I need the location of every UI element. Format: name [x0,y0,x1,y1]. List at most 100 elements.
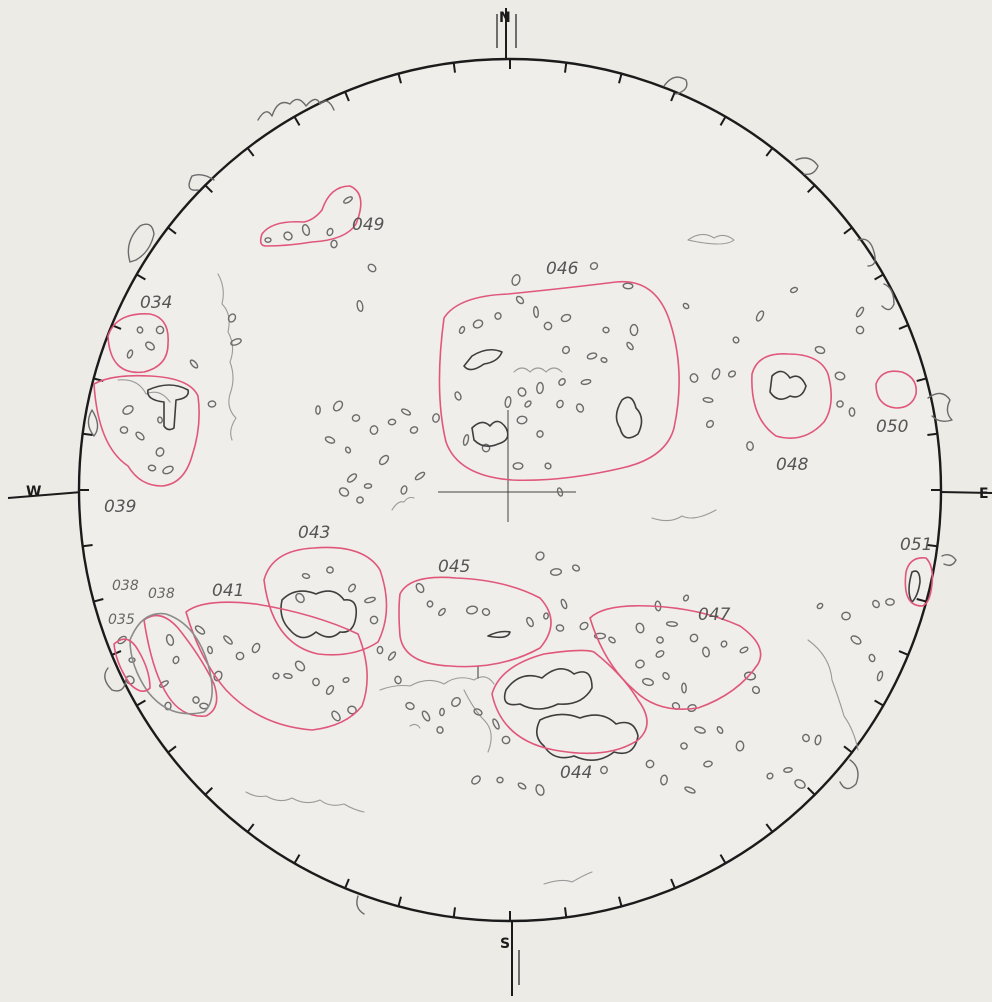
spot-speck [556,487,564,497]
spot-speck [689,633,699,643]
limb-tick [564,907,568,919]
limb-tick [203,786,214,797]
limb-tick [293,115,301,126]
spot-speck [834,371,846,381]
spot-speck [436,726,444,734]
limb-tick [110,323,122,330]
region-label: 050 [876,417,908,437]
region-outline [904,556,934,607]
spot-specks [117,196,895,796]
spot-speck [524,400,532,408]
spot-speck [694,726,706,734]
spot-speck [415,582,425,594]
limb-tick [166,226,177,235]
spot-speck [660,774,668,786]
spot-speck [496,776,504,784]
spot-speck [544,462,552,470]
limb-tick [81,544,93,548]
spot-speck [481,608,491,616]
spot-speck [251,642,261,654]
spot-speck [230,338,242,346]
region-label: 038 [148,586,175,602]
spot-speck [535,551,545,561]
compass-north-label: N [499,10,511,26]
limb-tick [452,61,456,73]
spot-speck [492,718,500,730]
spot-speck [876,670,884,682]
limb-tick [246,823,255,834]
spot-speck [656,636,664,644]
spot-speck [331,710,341,722]
spot-speck [543,321,553,331]
spot-speck [164,701,172,711]
spot-speck [206,645,214,655]
limb-tick [927,544,939,548]
spot-speck [332,400,344,412]
region-outline [185,601,368,731]
spot-speck [665,621,679,627]
spot-speck [872,599,880,609]
limb-tick [166,745,177,754]
region-outline [875,370,918,409]
region-outline [107,313,169,374]
spot-speck [465,605,479,615]
spot-speck [162,465,174,475]
limb-tick [564,61,568,73]
limb-tick [806,786,817,797]
spot-speck [635,659,645,669]
spot-speck [155,447,165,457]
spot-speck [536,381,544,395]
spot-speck [642,677,654,687]
spot-speck [426,600,434,608]
spot-speck [558,378,566,386]
spot-speck [315,405,321,415]
spot-speck [766,772,774,780]
spot-speck [324,436,336,444]
spot-speck [814,345,826,355]
limb-tick [874,273,885,281]
spot-speck [535,784,545,796]
limb-tick [719,115,727,126]
region-label: 051 [900,535,932,555]
spot-speck [746,441,754,451]
region-outline [751,353,832,439]
spot-speck [593,632,607,640]
spot-speck [400,408,412,416]
spot-speck [347,583,357,593]
spot-speck [439,707,445,717]
spot-speck [543,612,549,620]
limb-tick [843,226,854,235]
spot-speck [326,566,334,574]
limb-tick [898,650,910,657]
spot-speck [855,325,865,335]
spot-speck [516,415,528,425]
region-label: 049 [352,215,384,235]
region-label: 048 [776,455,809,475]
region-outline [93,374,200,487]
spot-speck [192,696,200,704]
spot-speck [356,299,364,313]
spot-speck [451,696,461,708]
spot-speck [343,196,353,204]
limb-tick [92,598,104,603]
spot-speck [119,426,129,434]
spot-speck [855,306,865,318]
spot-speck [472,319,484,329]
spot-speck [533,305,539,319]
region-label: 034 [140,293,172,313]
spot-speck [223,635,233,645]
spot-speck [494,312,502,320]
spot-speck [732,336,740,344]
spot-speck [549,568,563,576]
spot-speck [295,592,305,604]
spot-speck [454,391,462,401]
spot-speck [432,413,440,423]
limb-tick [765,823,774,834]
spot-speck [735,740,745,752]
spot-speck [789,286,799,294]
spot-speck [330,239,338,249]
spot-speck [512,462,524,470]
spot-speck [689,373,699,383]
